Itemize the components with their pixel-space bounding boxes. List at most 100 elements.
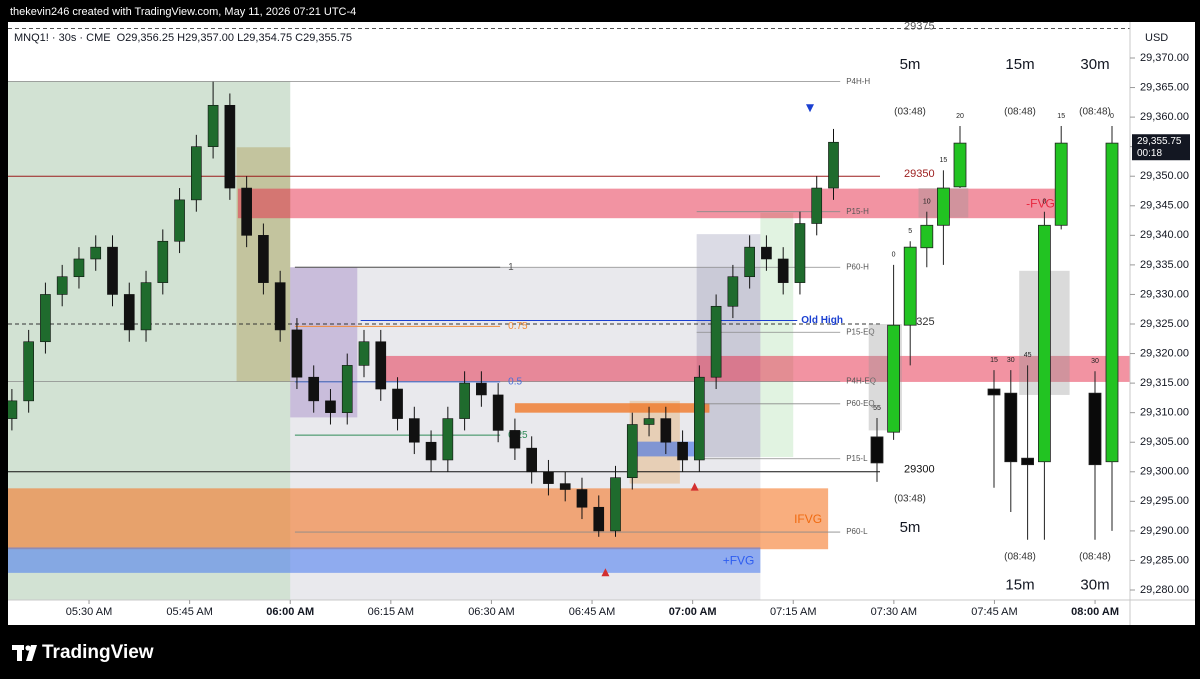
candle-body	[794, 223, 806, 283]
level-label: P15-H	[846, 207, 869, 216]
htf-body	[1105, 142, 1119, 463]
y-tick-label: 29,310.00	[1140, 407, 1189, 419]
old-high-label: Old High	[801, 315, 843, 326]
candle-body	[375, 341, 387, 390]
htf-tag: 20	[956, 113, 964, 120]
round-level-label: 29300	[904, 464, 935, 476]
y-tick-label: 29,345.00	[1140, 200, 1189, 212]
y-tick-label: 29,325.00	[1140, 318, 1189, 330]
candle-body	[492, 394, 504, 431]
candle-body	[559, 483, 571, 490]
htf-body	[903, 246, 917, 326]
candle-body	[224, 104, 236, 189]
y-tick-label: 29,340.00	[1140, 229, 1189, 241]
brand: TradingView	[42, 642, 154, 663]
candle-body	[341, 365, 353, 413]
candle-body	[207, 104, 219, 147]
x-tick-label: 06:30 AM	[468, 606, 514, 618]
candle-body	[174, 199, 185, 242]
candle-body	[626, 424, 638, 478]
htf-body	[937, 187, 950, 226]
candle-body	[442, 418, 454, 461]
candle-body	[358, 341, 370, 366]
candle-body	[593, 506, 605, 532]
candle-body	[509, 430, 521, 449]
htf-body	[920, 224, 934, 249]
x-tick-label: 06:15 AM	[368, 606, 414, 618]
axes: 29,370.0029,365.0029,360.0029,355.0029,3…	[66, 52, 1190, 618]
y-tick-label: 29,295.00	[1140, 495, 1189, 507]
htf-label: 15m	[1005, 56, 1034, 73]
htf-body	[1054, 142, 1068, 226]
logo-dot	[25, 645, 31, 651]
attribution: thekevin246 created with TradingView.com…	[10, 6, 356, 18]
zone-label: IFVG	[794, 512, 822, 526]
fib-label: 0.75	[508, 321, 528, 332]
htf-timer: (03:48)	[894, 107, 926, 118]
candle-body	[543, 471, 554, 484]
y-tick-label: 29,370.00	[1140, 52, 1189, 64]
candle-body	[241, 187, 252, 236]
candle-body	[258, 235, 269, 283]
y-tick-label: 29,330.00	[1140, 288, 1189, 300]
fib-label: 0.5	[508, 377, 522, 388]
candle-body	[643, 418, 655, 425]
candle-body	[123, 294, 135, 331]
y-tick-label: 29,300.00	[1140, 466, 1189, 478]
zone	[8, 488, 829, 550]
htf-tag: 0	[1042, 199, 1046, 206]
candle-body	[476, 382, 487, 396]
candle-body	[40, 294, 51, 343]
candle-body	[610, 477, 621, 532]
htf-tag: 0	[892, 252, 896, 259]
round-level-label: 29375	[904, 20, 935, 32]
level-label: P60-EQ	[846, 399, 874, 408]
round-level-label: 29350	[904, 168, 935, 180]
x-tick-label: 07:15 AM	[770, 606, 816, 618]
signal-marker	[806, 104, 815, 113]
candle-body	[157, 240, 169, 283]
signal-marker	[690, 482, 699, 491]
x-tick-label: 07:45 AM	[971, 606, 1017, 618]
y-tick-label: 29,315.00	[1140, 377, 1189, 389]
y-tick-label: 29,305.00	[1140, 436, 1189, 448]
htf-body	[987, 388, 1001, 396]
htf-tag: 0	[1110, 113, 1114, 120]
htf-timer: (08:48)	[1079, 551, 1111, 562]
htf-tag: 15	[940, 157, 948, 164]
candle-body	[526, 447, 538, 473]
logo-stem	[17, 645, 22, 661]
htf-body	[870, 436, 884, 464]
candle-body	[828, 141, 839, 189]
htf-timer: (08:48)	[1004, 107, 1036, 118]
candle-body	[325, 400, 336, 413]
candle-body	[191, 146, 202, 201]
candle-body	[308, 376, 320, 402]
countdown: 00:18	[1137, 148, 1162, 159]
logo-slant	[26, 645, 37, 661]
htf-tag: 5	[908, 228, 912, 235]
x-tick-label: 06:45 AM	[569, 606, 615, 618]
htf-tag: 30	[1091, 358, 1099, 365]
zone-label: +FVG	[723, 553, 755, 567]
y-tick-label: 29,350.00	[1140, 170, 1189, 182]
htf-body	[1021, 457, 1034, 466]
candle-body	[576, 489, 588, 508]
htf-tag: 45	[1024, 352, 1032, 359]
signal-marker	[601, 568, 610, 577]
y-tick-label: 29,290.00	[1140, 525, 1189, 537]
candle-body	[73, 258, 85, 278]
x-tick-label: 07:00 AM	[669, 606, 717, 618]
candle-body	[777, 258, 789, 283]
htf-label: 30m	[1080, 577, 1109, 594]
candle-body	[677, 441, 688, 461]
htf-label: 30m	[1080, 56, 1109, 73]
htf-timer: (08:48)	[1079, 107, 1111, 118]
htf-timer: (08:48)	[1004, 551, 1036, 562]
level-label: P4H-EQ	[846, 376, 876, 385]
zone	[514, 403, 710, 413]
htf-tag: 30	[1007, 357, 1015, 364]
candle-body	[811, 187, 823, 224]
candle-body	[8, 400, 18, 419]
